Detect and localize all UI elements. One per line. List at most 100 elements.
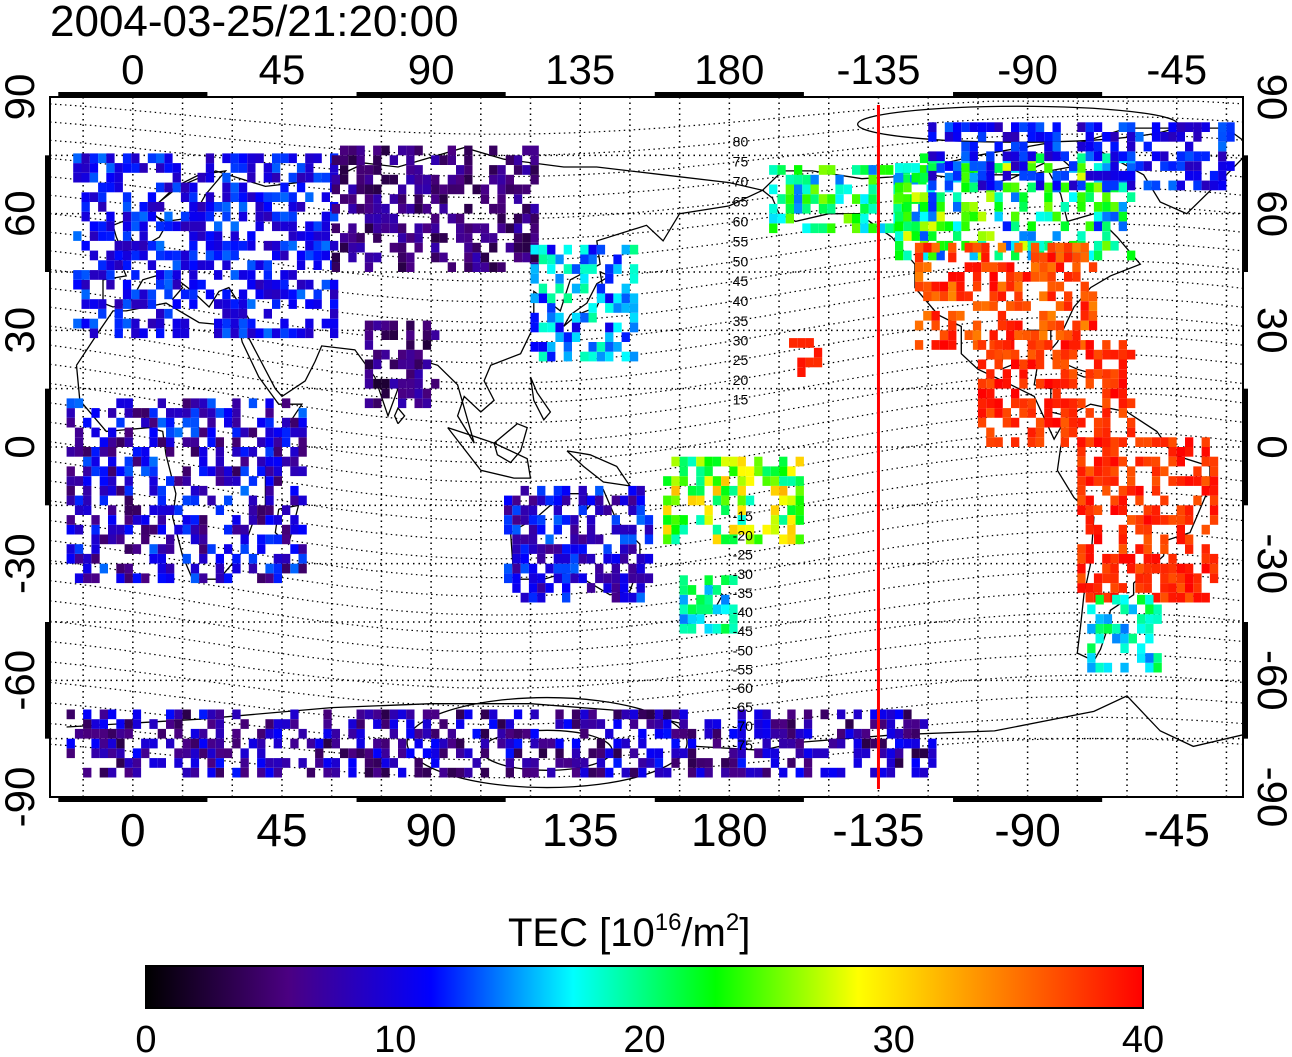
mag-contour <box>50 334 1243 404</box>
tec-cell <box>99 738 108 749</box>
tec-cell <box>729 758 738 768</box>
tec-cell <box>224 748 233 759</box>
tec-cell <box>1027 182 1036 193</box>
tec-cell <box>1019 161 1028 171</box>
tec-cell <box>174 408 183 418</box>
tec-cell <box>215 476 224 486</box>
tec-cell <box>754 456 763 467</box>
tec-cell <box>83 553 92 564</box>
tec-cell <box>1085 141 1094 152</box>
tec-cell <box>588 244 597 255</box>
tec-cell <box>1077 417 1086 428</box>
tec-cell <box>89 231 99 241</box>
tec-cell <box>629 273 639 284</box>
tec-cell <box>671 456 680 467</box>
tec-cell <box>240 758 249 768</box>
tec-cell <box>563 293 572 304</box>
tec-cell <box>1118 437 1127 447</box>
tec-cell <box>1060 359 1069 370</box>
tec-cell <box>1085 524 1094 535</box>
tec-cell <box>480 709 490 720</box>
tec-cell <box>704 728 713 739</box>
tec-cell <box>182 524 191 535</box>
tec-cell <box>273 719 282 729</box>
tec-cell <box>1014 301 1023 311</box>
tec-cell <box>373 709 382 720</box>
x-axis-bottom-labels: 0 45 90 135 180 -135 -90 -45 <box>120 804 1210 856</box>
tec-cell <box>89 299 99 309</box>
tec-cell <box>696 758 705 768</box>
tec-cell <box>528 563 538 574</box>
tec-cell <box>762 767 771 778</box>
tec-cell <box>263 308 272 319</box>
tec-cell <box>106 211 115 222</box>
x-tick-label-top: -90 <box>997 46 1058 93</box>
tec-cell <box>513 213 523 224</box>
tec-cell <box>99 719 108 729</box>
tec-cell <box>124 515 133 525</box>
tec-cell <box>1044 340 1053 350</box>
tec-cell <box>83 767 92 778</box>
tec-cell <box>1168 583 1177 593</box>
tec-cell <box>356 748 365 759</box>
tec-cell <box>381 378 390 389</box>
tec-cell <box>290 524 299 535</box>
tec-cell <box>99 476 108 486</box>
tec-cell <box>636 485 645 496</box>
tec-cell <box>1135 573 1144 584</box>
tec-cell <box>1093 534 1103 545</box>
tec-cell <box>1044 211 1053 222</box>
tec-cell <box>108 466 117 477</box>
tec-cell <box>1087 623 1096 634</box>
tec-cell <box>1151 476 1161 486</box>
tec-cell <box>305 328 314 339</box>
tec-cell <box>810 174 819 185</box>
frame-tick-bar-top <box>58 92 208 97</box>
tec-cell <box>671 534 680 545</box>
tec-cell <box>644 524 654 535</box>
tec-cell <box>1151 437 1161 447</box>
tec-cell <box>588 254 597 265</box>
mag-contour <box>50 674 1243 725</box>
tec-cell <box>994 349 1003 360</box>
tec-cell <box>290 485 299 496</box>
tec-cell <box>1069 349 1078 360</box>
tec-cell <box>116 485 125 496</box>
tec-cell <box>1102 202 1111 212</box>
tec-cell <box>1145 594 1154 605</box>
tec-cell <box>230 221 239 232</box>
tec-cell <box>1060 408 1069 418</box>
tec-cell <box>654 758 664 768</box>
tec-cell <box>164 279 173 290</box>
tec-cell <box>1035 427 1045 438</box>
tec-cell <box>605 293 614 304</box>
tec-cell <box>73 231 82 241</box>
tec-cell <box>108 767 117 778</box>
tec-cell <box>1176 180 1185 191</box>
tec-cell <box>398 233 407 243</box>
tec-cell <box>147 192 157 202</box>
tec-cell <box>1069 161 1078 171</box>
tec-cell <box>994 211 1003 222</box>
tec-cell <box>131 221 140 232</box>
tec-cell <box>520 592 529 603</box>
tec-cell <box>596 758 606 768</box>
tec-cell <box>124 466 133 477</box>
tec-cell <box>331 728 340 739</box>
tec-cell <box>553 573 562 584</box>
tec-cell <box>812 748 821 759</box>
tec-cell <box>562 563 571 574</box>
tec-cell <box>578 495 587 506</box>
tec-cell <box>99 728 108 739</box>
tec-cell <box>156 163 165 173</box>
mag-latitude-label: -45 <box>733 623 753 639</box>
y-tick-label-right: -30 <box>1249 533 1292 594</box>
tec-cell <box>981 301 990 311</box>
mag-latitude-label: 35 <box>733 313 749 329</box>
tec-cell <box>298 417 307 428</box>
tec-cell <box>944 221 954 232</box>
tec-cell <box>712 524 722 535</box>
tec-cell <box>406 174 415 185</box>
tec-cell <box>1052 122 1061 132</box>
tec-cell <box>687 728 697 739</box>
